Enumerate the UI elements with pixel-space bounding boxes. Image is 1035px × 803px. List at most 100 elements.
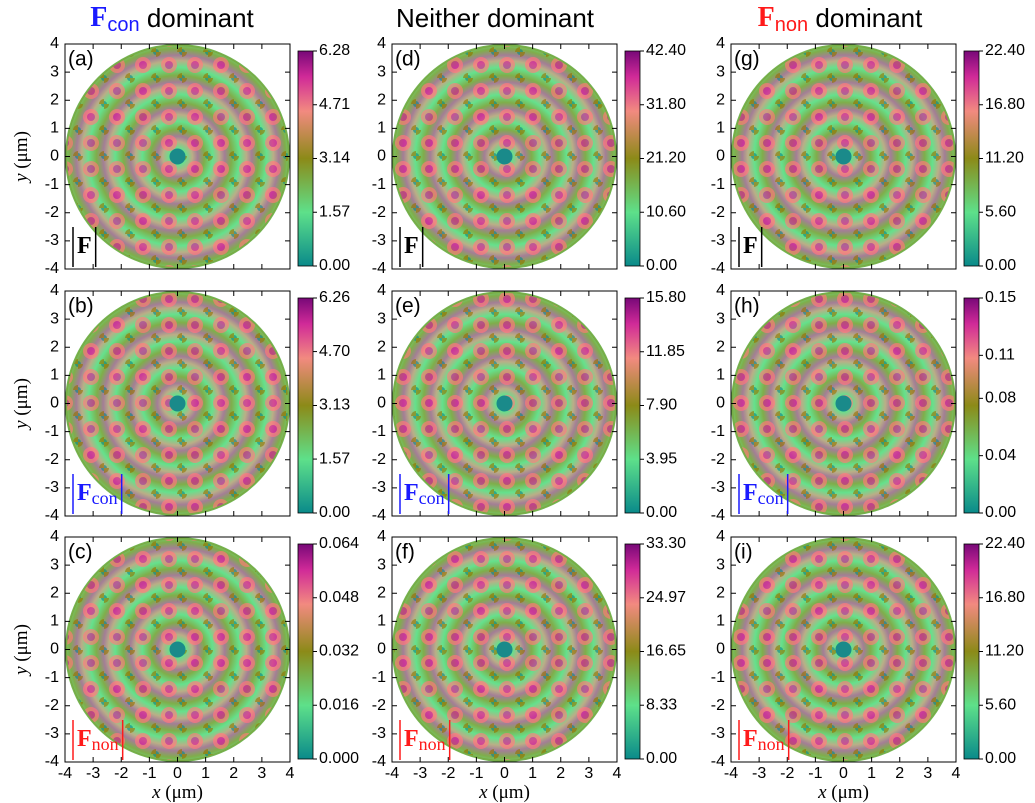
x-tick-label: -2 xyxy=(441,765,455,782)
y-tick-label: 3 xyxy=(716,63,725,80)
colorbar-tick-label: 1.57 xyxy=(319,203,350,220)
y-tick-label: -4 xyxy=(372,260,386,277)
y-tick-label: 1 xyxy=(716,120,725,137)
x-tick-label: 4 xyxy=(286,765,295,782)
y-tick-label: -1 xyxy=(45,423,59,440)
colorbar-tick-label: 24.97 xyxy=(646,589,686,606)
colorbar-tick-label: 0.064 xyxy=(319,535,359,552)
y-tick-label: 0 xyxy=(50,395,59,412)
colorbar-tick-label: 0.04 xyxy=(985,447,1016,464)
colorbar-tick-label: 21.20 xyxy=(646,150,686,167)
y-tick-label: 3 xyxy=(50,556,59,573)
panel-label: (b) xyxy=(68,295,94,318)
colorbar-tick-label: 33.30 xyxy=(646,535,686,552)
y-tick-label: 3 xyxy=(377,63,386,80)
component-symbol: F xyxy=(404,726,419,752)
colorbar-tick-label: 11.20 xyxy=(985,643,1024,660)
y-tick-label: -4 xyxy=(372,753,386,770)
colorbar-tick-label: 0.00 xyxy=(985,750,1016,767)
x-tick-label: 3 xyxy=(923,765,932,782)
panel-label: (a) xyxy=(68,48,94,71)
y-tick-label: -4 xyxy=(711,507,725,524)
colorbar-tick-label: 42.40 xyxy=(646,42,686,59)
y-tick-label: -2 xyxy=(372,697,386,714)
y-tick-label: -1 xyxy=(45,669,59,686)
colorbar-tick-label: 0.00 xyxy=(319,504,350,521)
y-tick-label: -3 xyxy=(372,479,386,496)
colorbar-tick-label: 16.80 xyxy=(985,96,1025,113)
title-subscript: con xyxy=(107,14,139,36)
x-tick-label: 1 xyxy=(528,765,537,782)
title-symbol: F xyxy=(758,2,775,33)
component-label: F xyxy=(404,233,419,259)
y-tick-label: -2 xyxy=(45,451,59,468)
component-label: F xyxy=(77,233,92,259)
title-text: dominant xyxy=(815,3,923,33)
y-axis-label: y (μm) xyxy=(11,131,32,184)
colorbar-tick-label: 0.00 xyxy=(985,257,1016,274)
y-tick-label: 1 xyxy=(377,367,386,384)
component-subscript: con xyxy=(92,488,118,508)
colorbar-tick-label: 0.016 xyxy=(319,696,359,713)
component-symbol: F xyxy=(404,233,419,259)
colorbar-tick-label: 3.14 xyxy=(319,150,350,167)
component-symbol: F xyxy=(743,726,758,752)
y-tick-label: 4 xyxy=(716,528,725,545)
y-tick-label: -4 xyxy=(45,507,59,524)
y-tick-label: 1 xyxy=(377,120,386,137)
y-tick-label: -2 xyxy=(711,204,725,221)
panel-label: (d) xyxy=(395,48,421,71)
title-symbol: F xyxy=(90,2,107,33)
y-axis-unit: (μm) xyxy=(11,131,32,169)
y-tick-label: 4 xyxy=(716,282,725,299)
y-tick-label: -1 xyxy=(372,176,386,193)
y-tick-label: -2 xyxy=(45,204,59,221)
y-tick-label: 2 xyxy=(716,584,725,601)
x-tick-label: 2 xyxy=(895,765,904,782)
x-tick-label: 2 xyxy=(229,765,238,782)
y-tick-label: 2 xyxy=(377,584,386,601)
x-axis-unit: (μm) xyxy=(831,782,869,803)
y-tick-label: -4 xyxy=(45,753,59,770)
x-tick-label: 1 xyxy=(867,765,876,782)
y-tick-label: -4 xyxy=(711,260,725,277)
y-tick-label: -2 xyxy=(711,451,725,468)
colorbar-tick-label: 0.00 xyxy=(646,257,677,274)
title-subscript: non xyxy=(775,14,808,36)
x-tick-label: -2 xyxy=(114,765,128,782)
y-tick-label: 3 xyxy=(377,556,386,573)
column-title: Fnon dominant xyxy=(758,2,923,36)
colorbar-tick-label: 5.60 xyxy=(985,203,1016,220)
x-tick-label: 0 xyxy=(173,765,182,782)
y-tick-label: -1 xyxy=(711,176,725,193)
colorbar-tick-label: 0.000 xyxy=(319,750,359,767)
field-center xyxy=(170,396,186,412)
colorbar-tick-label: 8.33 xyxy=(646,696,677,713)
colorbar-tick-label: 10.60 xyxy=(646,203,686,220)
y-tick-label: 3 xyxy=(50,310,59,327)
y-tick-label: -3 xyxy=(45,725,59,742)
colorbar xyxy=(625,51,640,266)
x-axis-label: x (μm) xyxy=(478,782,530,803)
y-tick-label: 0 xyxy=(716,148,725,165)
y-tick-label: -4 xyxy=(45,260,59,277)
x-tick-label: -3 xyxy=(413,765,427,782)
y-tick-label: 1 xyxy=(377,613,386,630)
y-tick-label: 2 xyxy=(377,91,386,108)
colorbar xyxy=(964,51,979,266)
colorbar-tick-label: 3.95 xyxy=(646,450,677,467)
title-space xyxy=(808,3,815,33)
y-tick-label: -1 xyxy=(372,423,386,440)
colorbar-tick-label: 0.15 xyxy=(985,289,1016,306)
field-center xyxy=(497,149,513,165)
y-tick-label: -1 xyxy=(711,669,725,686)
y-axis-var: y xyxy=(11,173,32,184)
y-tick-label: 4 xyxy=(377,282,386,299)
colorbar-tick-label: 31.80 xyxy=(646,96,686,113)
y-tick-label: 1 xyxy=(50,120,59,137)
component-subscript: non xyxy=(758,734,785,754)
y-tick-label: 0 xyxy=(377,148,386,165)
y-tick-label: -3 xyxy=(711,725,725,742)
y-tick-label: 4 xyxy=(50,35,59,52)
colorbar-tick-label: 4.70 xyxy=(319,343,350,360)
